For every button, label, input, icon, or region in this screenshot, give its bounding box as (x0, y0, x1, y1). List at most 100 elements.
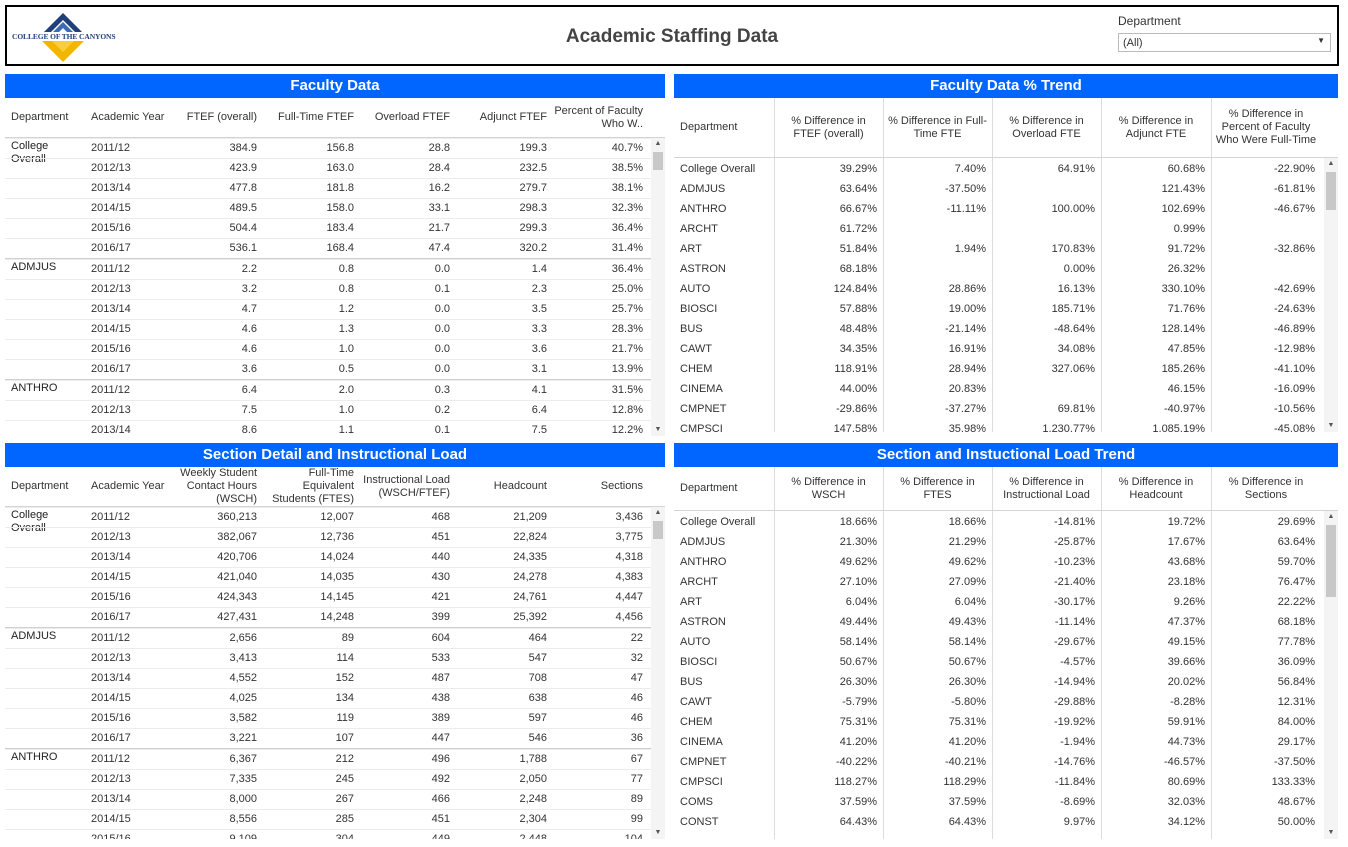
table-row[interactable]: ANTHRO 49.62% 49.62% -10.23% 43.68% 59.70% (674, 552, 1338, 572)
scroll-thumb[interactable] (1326, 172, 1336, 210)
faculty-data-scrollbar[interactable]: ▲ ▼ (651, 138, 665, 436)
table-row[interactable]: ARCHT 27.10% 27.09% -21.40% 23.18% 76.47% (674, 572, 1338, 592)
table-row[interactable]: 2013/14 8,000 267 466 2,248 89 (5, 789, 665, 809)
department-filter-select[interactable]: (All) ▼ (1118, 33, 1331, 52)
column-header[interactable]: % Difference in Full-Time FTE (888, 114, 987, 140)
scroll-up-icon[interactable]: ▲ (1327, 513, 1335, 520)
column-header[interactable]: Overload FTEF (374, 111, 450, 123)
table-row[interactable]: AUTO 58.14% 58.14% -29.67% 49.15% 77.78% (674, 632, 1338, 652)
column-header[interactable]: % Difference in Instructional Load (1003, 475, 1090, 501)
scroll-up-icon[interactable]: ▲ (654, 140, 662, 147)
table-row[interactable]: 2011/12 2.2 0.8 0.0 1.4 36.4% (5, 259, 665, 279)
table-row[interactable]: CMPNET -40.22% -40.21% -14.76% -46.57% -37.50… (674, 752, 1338, 772)
table-row[interactable]: 2014/15 8,556 285 451 2,304 99 (5, 809, 665, 829)
table-row[interactable]: COMS 37.59% 37.59% -8.69% 32.03% 48.67% (674, 792, 1338, 812)
table-row[interactable]: ADMJUS 63.64% -37.50% 121.43% -61.81% (674, 179, 1338, 199)
dropdown-arrow-icon[interactable]: ▼ (1317, 36, 1325, 45)
section-detail-body[interactable]: College Overall 2011/12 360,213 12,007 468 21… (5, 507, 665, 839)
column-header[interactable]: Weekly Student Contact Hours (WSCH) (180, 467, 257, 505)
column-header[interactable]: Instructional Load (WSCH/FTEF) (363, 473, 450, 499)
column-header[interactable]: Adjunct FTEF (479, 111, 547, 123)
column-header[interactable]: Full-Time Equivalent Students (FTES) (272, 467, 354, 505)
table-row[interactable]: ASTRON 68.18% 0.00% 26.32% (674, 259, 1338, 279)
section-detail-scrollbar[interactable]: ▲ ▼ (651, 507, 665, 839)
column-header[interactable]: Percent of Faculty Who W.. (554, 104, 643, 130)
table-row[interactable]: 2013/14 8.6 1.1 0.1 7.5 12.2% (5, 420, 665, 436)
scroll-down-icon[interactable]: ▼ (1327, 422, 1335, 429)
table-row[interactable]: 2014/15 4,025 134 438 638 46 (5, 688, 665, 708)
column-header[interactable]: Department (11, 111, 69, 123)
column-header[interactable]: Academic Year (91, 480, 165, 492)
table-row[interactable]: 2011/12 2,656 89 604 464 22 (5, 628, 665, 648)
table-row[interactable]: AUTO 124.84% 28.86% 16.13% 330.10% -42.69% (674, 279, 1338, 299)
table-row[interactable]: CINEMA 44.00% 20.83% 46.15% -16.09% (674, 379, 1338, 399)
scroll-down-icon[interactable]: ▼ (654, 426, 662, 433)
column-header[interactable]: Department (680, 482, 738, 494)
section-trend-scrollbar[interactable]: ▲ ▼ (1324, 511, 1338, 839)
table-row[interactable]: 2015/16 3,582 119 389 597 46 (5, 708, 665, 728)
table-row[interactable]: 2013/14 4,552 152 487 708 47 (5, 668, 665, 688)
table-row[interactable]: 2015/16 424,343 14,145 421 24,761 4,447 (5, 587, 665, 607)
faculty-trend-scrollbar[interactable]: ▲ ▼ (1324, 158, 1338, 432)
table-row[interactable]: BIOSCI 50.67% 50.67% -4.57% 39.66% 36.09% (674, 652, 1338, 672)
table-row[interactable]: CONST 64.43% 64.43% 9.97% 34.12% 50.00% (674, 812, 1338, 832)
table-row[interactable]: 2016/17 3,221 107 447 546 36 (5, 728, 665, 748)
scroll-up-icon[interactable]: ▲ (654, 509, 662, 516)
table-row[interactable]: 2015/16 9,109 304 449 2,448 104 (5, 829, 665, 839)
table-row[interactable]: CHEM 118.91% 28.94% 327.06% 185.26% -41.10% (674, 359, 1338, 379)
table-row[interactable]: 2016/17 536.1 168.4 47.4 320.2 31.4% (5, 238, 665, 258)
table-row[interactable]: 2011/12 6.4 2.0 0.3 4.1 31.5% (5, 380, 665, 400)
column-header[interactable]: % Difference in Overload FTE (1009, 114, 1084, 140)
table-row[interactable]: 2013/14 4.7 1.2 0.0 3.5 25.7% (5, 299, 665, 319)
table-row[interactable]: 2012/13 423.9 163.0 28.4 232.5 38.5% (5, 158, 665, 178)
column-header[interactable]: Department (11, 480, 69, 492)
scroll-up-icon[interactable]: ▲ (1327, 160, 1335, 167)
table-row[interactable]: 2012/13 7,335 245 492 2,050 77 (5, 769, 665, 789)
column-header[interactable]: FTEF (overall) (186, 111, 257, 123)
table-row[interactable]: CHEM 75.31% 75.31% -19.92% 59.91% 84.00% (674, 712, 1338, 732)
table-row[interactable]: ARCHT 61.72% 0.99% (674, 219, 1338, 239)
table-row[interactable]: 2016/17 427,431 14,248 399 25,392 4,456 (5, 607, 665, 627)
table-row[interactable]: CINEMA 41.20% 41.20% -1.94% 44.73% 29.17% (674, 732, 1338, 752)
table-row[interactable]: BIOSCI 57.88% 19.00% 185.71% 71.76% -24.63% (674, 299, 1338, 319)
table-row[interactable]: BUS 48.48% -21.14% -48.64% 128.14% -46.89% (674, 319, 1338, 339)
table-row[interactable]: College Overall 39.29% 7.40% 64.91% 60.68% -2… (674, 159, 1338, 179)
column-header[interactable]: % Difference in Headcount (1118, 475, 1194, 501)
scroll-down-icon[interactable]: ▼ (1327, 829, 1335, 836)
table-row[interactable]: 2014/15 4.6 1.3 0.0 3.3 28.3% (5, 319, 665, 339)
table-row[interactable]: 2015/16 504.4 183.4 21.7 299.3 36.4% (5, 218, 665, 238)
table-row[interactable]: ANTHRO 66.67% -11.11% 100.00% 102.69% -46.67% (674, 199, 1338, 219)
table-row[interactable]: ART 6.04% 6.04% -30.17% 9.26% 22.22% (674, 592, 1338, 612)
faculty-data-body[interactable]: College Overall 2011/12 384.9 156.8 28.8 199.… (5, 138, 665, 436)
table-row[interactable]: 2014/15 421,040 14,035 430 24,278 4,383 (5, 567, 665, 587)
table-row[interactable]: 2015/16 4.6 1.0 0.0 3.6 21.7% (5, 339, 665, 359)
table-row[interactable]: 2016/17 3.6 0.5 0.0 3.1 13.9% (5, 359, 665, 379)
column-header[interactable]: Academic Year (91, 111, 165, 123)
column-header[interactable]: Department (680, 121, 738, 133)
table-row[interactable]: 2011/12 384.9 156.8 28.8 199.3 40.7% (5, 138, 665, 158)
column-header[interactable]: % Difference in Adjunct FTE (1118, 114, 1194, 140)
scroll-thumb[interactable] (653, 152, 663, 170)
table-row[interactable]: CMPNET -29.86% -37.27% 69.81% -40.97% -10.56% (674, 399, 1338, 419)
table-row[interactable]: 2011/12 6,367 212 496 1,788 67 (5, 749, 665, 769)
table-row[interactable]: CMPSCI 118.27% 118.29% -11.84% 80.69% 133.33% (674, 772, 1338, 792)
table-row[interactable]: 2013/14 420,706 14,024 440 24,335 4,318 (5, 547, 665, 567)
table-row[interactable]: 2012/13 7.5 1.0 0.2 6.4 12.8% (5, 400, 665, 420)
column-header[interactable]: Headcount (493, 480, 547, 492)
faculty-trend-body[interactable]: College Overall 39.29% 7.40% 64.91% 60.68% -2… (674, 158, 1338, 432)
table-row[interactable]: College Overall 18.66% 18.66% -14.81% 19.72%… (674, 512, 1338, 532)
table-row[interactable]: CAWT -5.79% -5.80% -29.88% -8.28% 12.31% (674, 692, 1338, 712)
column-header[interactable]: % Difference in FTEF (overall) (791, 114, 866, 140)
column-header[interactable]: % Difference in WSCH (791, 475, 866, 501)
table-row[interactable]: ART 51.84% 1.94% 170.83% 91.72% -32.86% (674, 239, 1338, 259)
scroll-down-icon[interactable]: ▼ (654, 829, 662, 836)
column-header[interactable]: Full-Time FTEF (278, 111, 354, 123)
column-header[interactable]: Sections (600, 480, 643, 492)
table-row[interactable]: 2013/14 477.8 181.8 16.2 279.7 38.1% (5, 178, 665, 198)
column-header[interactable]: % Difference in Percent of Faculty Who W… (1215, 108, 1317, 146)
table-row[interactable]: CMPSCI 147.58% 35.98% 1,230.77% 1,085.19% -45… (674, 419, 1338, 432)
scroll-thumb[interactable] (653, 521, 663, 539)
table-row[interactable]: ADMJUS 21.30% 21.29% -25.87% 17.67% 63.64% (674, 532, 1338, 552)
table-row[interactable]: 2011/12 360,213 12,007 468 21,209 3,436 (5, 507, 665, 527)
table-row[interactable]: BUS 26.30% 26.30% -14.94% 20.02% 56.84% (674, 672, 1338, 692)
